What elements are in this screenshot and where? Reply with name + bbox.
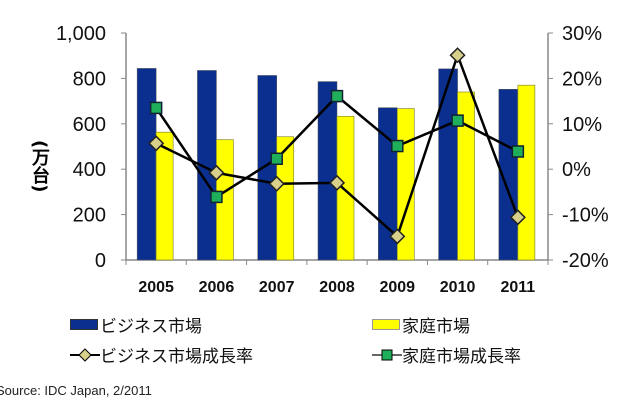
point-business-growth <box>268 175 285 192</box>
point-business-growth <box>449 47 466 64</box>
point-home-growth <box>511 145 525 158</box>
legend-item-home-growth: 家庭市場成長率 <box>372 342 521 367</box>
y2-tick-label: 20% <box>562 68 602 90</box>
bar-business-market <box>317 81 338 261</box>
y2-tick-label: -10% <box>562 205 609 227</box>
point-home-growth <box>210 190 223 204</box>
y-tick-label: 400 <box>73 159 106 181</box>
bar-business-market <box>136 68 157 261</box>
point-business-growth <box>509 209 526 226</box>
y2-tick-label: 10% <box>562 114 602 136</box>
point-business-growth <box>389 228 406 245</box>
legend-label: 家庭市場 <box>402 317 470 337</box>
legend-item-home-market: 家庭市場 <box>372 312 470 337</box>
x-tick-label: 2008 <box>319 279 355 296</box>
x-tick-label: 2006 <box>199 279 235 296</box>
point-home-growth <box>270 152 283 166</box>
point-home-growth <box>451 114 464 127</box>
bar-home-market <box>457 91 475 261</box>
x-tick-label: 2011 <box>500 279 535 296</box>
y-tick-label: 200 <box>73 205 106 227</box>
bar-home-market <box>155 131 174 261</box>
legend-item-business-growth: ビジネス市場成長率 <box>70 342 253 367</box>
bar-business-market <box>438 68 458 261</box>
legend-swatch-yellow <box>372 319 400 330</box>
point-home-growth <box>391 139 404 153</box>
x-tick-label: 2005 <box>138 279 174 296</box>
y2-tick-label: 30% <box>562 23 602 45</box>
point-business-growth <box>148 135 165 152</box>
y-tick-label: 0 <box>95 250 106 272</box>
point-home-growth <box>149 101 163 115</box>
y-axis-label: (万台) <box>29 140 50 193</box>
y-tick-label: 600 <box>73 114 106 136</box>
point-home-growth <box>330 89 344 103</box>
bar-home-market <box>276 136 295 261</box>
legend-label: ビジネス市場 <box>100 317 202 337</box>
point-business-growth <box>328 174 346 191</box>
legend-item-business-market: ビジネス市場 <box>70 312 202 337</box>
y2-tick-label: 0% <box>562 159 591 181</box>
source-note: Source: IDC Japan, 2/2011 <box>0 383 152 398</box>
bar-home-market <box>517 84 536 261</box>
y2-tick-label: -20% <box>562 250 609 272</box>
y-tick-label: 1,000 <box>56 23 106 45</box>
y-tick-label: 800 <box>73 68 106 90</box>
legend-swatch-blue <box>70 319 98 330</box>
legend-label: 家庭市場成長率 <box>402 347 521 367</box>
x-tick-label: 2010 <box>440 279 476 296</box>
legend-label: ビジネス市場成長率 <box>100 347 253 367</box>
square-marker-icon <box>372 349 402 360</box>
x-tick-label: 2007 <box>259 279 295 296</box>
point-business-growth <box>208 164 225 181</box>
x-tick-label: 2009 <box>379 279 415 296</box>
diamond-marker-icon <box>70 347 100 362</box>
